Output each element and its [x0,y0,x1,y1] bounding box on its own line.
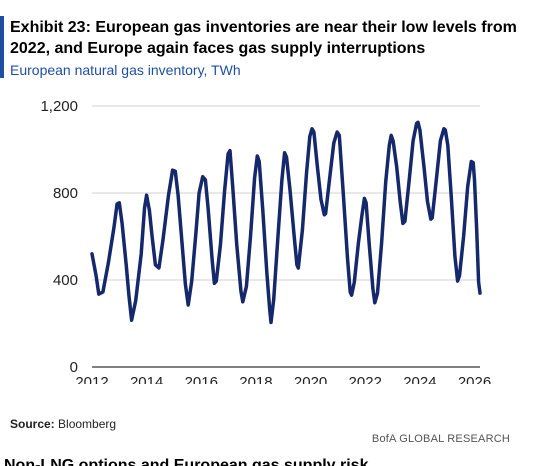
series-line-gas-inventory [90,120,482,325]
title-accent-bar [0,16,4,78]
x-tick-label: 2026 [458,374,491,384]
line-chart: 0 400 800 1,200 2012 2014 2016 2018 2020 2022 2024… [40,98,491,384]
next-section-heading: Non-LNG options and European gas supply … [0,457,430,466]
chart-subtitle: European natural gas inventory, TWh [10,62,241,78]
x-tick-label: 2012 [75,374,108,384]
brand-label: BofA GLOBAL RESEARCH [371,433,510,445]
next-section-heading-text: Non-LNG options and European gas supply … [4,457,369,466]
x-tick-label: 2024 [403,374,436,384]
source-note: Source: Bloomberg [10,417,116,431]
source-value: Bloomberg [58,417,117,431]
x-tick-label: 2022 [349,374,382,384]
source-label: Source: [10,417,55,431]
y-tick-label: 800 [53,185,78,202]
y-tick-label: 1,200 [40,98,78,115]
x-tick-label: 2016 [185,374,218,384]
x-tick-label: 2020 [294,374,327,384]
x-tick-label: 2014 [130,374,163,384]
chart-title: Exhibit 23: European gas inventories are… [10,19,517,57]
x-tick-label: 2018 [239,374,272,384]
y-tick-label: 0 [70,359,78,376]
y-tick-label: 400 [53,272,78,289]
